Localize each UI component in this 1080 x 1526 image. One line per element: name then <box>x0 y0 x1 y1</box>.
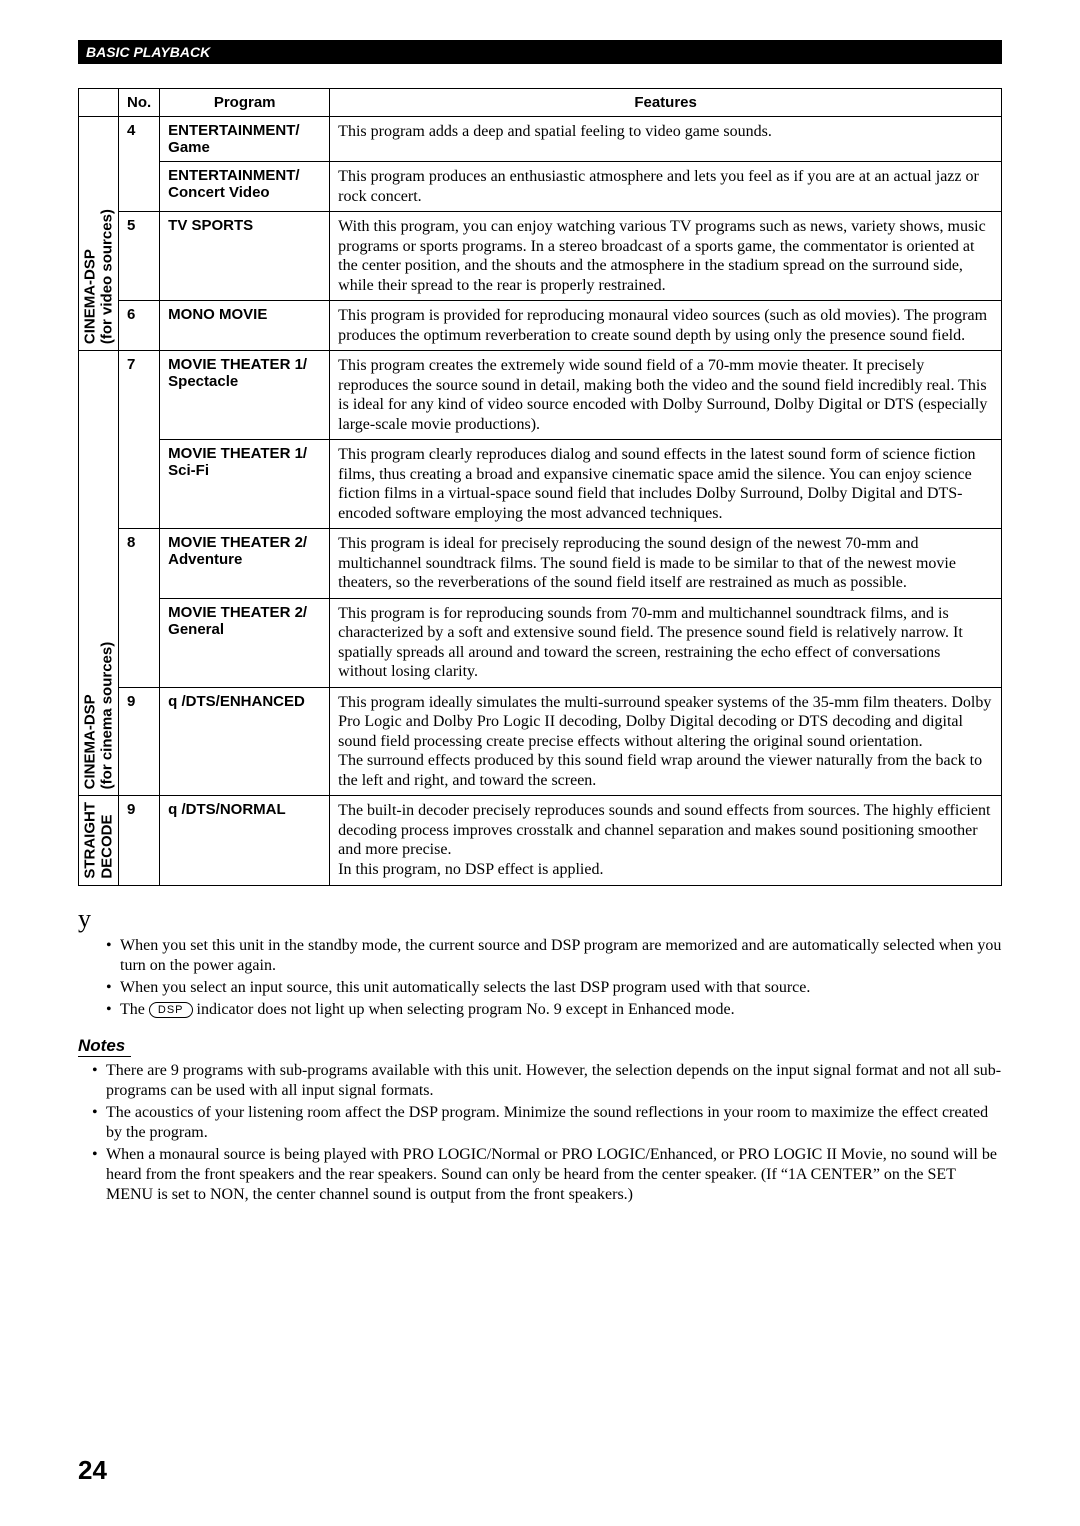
tip-item: When you select an input source, this un… <box>106 978 1002 998</box>
features-text: This program produces an enthusiastic at… <box>330 162 1002 212</box>
tips-list: When you set this unit in the standby mo… <box>78 936 1002 1020</box>
features-text: This program creates the extremely wide … <box>330 351 1002 440</box>
note-item: The acoustics of your listening room aff… <box>92 1103 1002 1143</box>
category-label: STRAIGHT DECODE <box>79 796 119 886</box>
tip-item: The DSP indicator does not light up when… <box>106 1000 1002 1020</box>
notes-list: There are 9 programs with sub-programs a… <box>78 1061 1002 1205</box>
program-name: ENTERTAINMENT/ Game <box>160 117 330 162</box>
program-name: MOVIE THEATER 1/ Spectacle <box>160 351 330 440</box>
program-name: MONO MOVIE <box>160 301 330 351</box>
note-item: When a monaural source is being played w… <box>92 1145 1002 1205</box>
program-name: MOVIE THEATER 2/ General <box>160 598 330 687</box>
notes-heading: Notes <box>78 1036 131 1057</box>
note-item: There are 9 programs with sub-programs a… <box>92 1061 1002 1101</box>
row-number: 9 <box>119 687 160 796</box>
row-number: 7 <box>119 351 160 529</box>
features-text: This program is for reproducing sounds f… <box>330 598 1002 687</box>
dsp-suffix: indicator does not light up when selecti… <box>197 1001 735 1018</box>
program-name: TV SPORTS <box>160 212 330 301</box>
program-name: MOVIE THEATER 2/ Adventure <box>160 529 330 599</box>
features-text: This program adds a deep and spatial fee… <box>330 117 1002 162</box>
dsp-indicator-icon: DSP <box>149 1002 193 1018</box>
th-features: Features <box>330 89 1002 117</box>
features-text: This program clearly reproduces dialog a… <box>330 440 1002 529</box>
th-no: No. <box>119 89 160 117</box>
features-text: This program is ideal for precisely repr… <box>330 529 1002 599</box>
row-number: 9 <box>119 796 160 886</box>
features-text: This program is provided for reproducing… <box>330 301 1002 351</box>
row-number: 4 <box>119 117 160 212</box>
features-text: With this program, you can enjoy watchin… <box>330 212 1002 301</box>
program-name: ENTERTAINMENT/ Concert Video <box>160 162 330 212</box>
th-program: Program <box>160 89 330 117</box>
tip-item: When you set this unit in the standby mo… <box>106 936 1002 976</box>
program-name: q /DTS/NORMAL <box>160 796 330 886</box>
program-table: No. Program Features CINEMA-DSP (for vid… <box>78 88 1002 886</box>
program-name: q /DTS/ENHANCED <box>160 687 330 796</box>
row-number: 8 <box>119 529 160 688</box>
row-number: 5 <box>119 212 160 301</box>
features-text: The built-in decoder precisely reproduce… <box>330 796 1002 886</box>
row-number: 6 <box>119 301 160 351</box>
category-label: CINEMA-DSP (for cinema sources) <box>79 351 119 796</box>
features-text: This program ideally simulates the multi… <box>330 687 1002 796</box>
th-blank <box>79 89 119 117</box>
tips-marker: y <box>78 904 1002 934</box>
section-header: BASIC PLAYBACK <box>78 40 1002 64</box>
category-label: CINEMA-DSP (for video sources) <box>79 117 119 351</box>
page-number: 24 <box>78 1455 107 1486</box>
dsp-prefix: The <box>120 1001 149 1018</box>
program-name: MOVIE THEATER 1/ Sci-Fi <box>160 440 330 529</box>
